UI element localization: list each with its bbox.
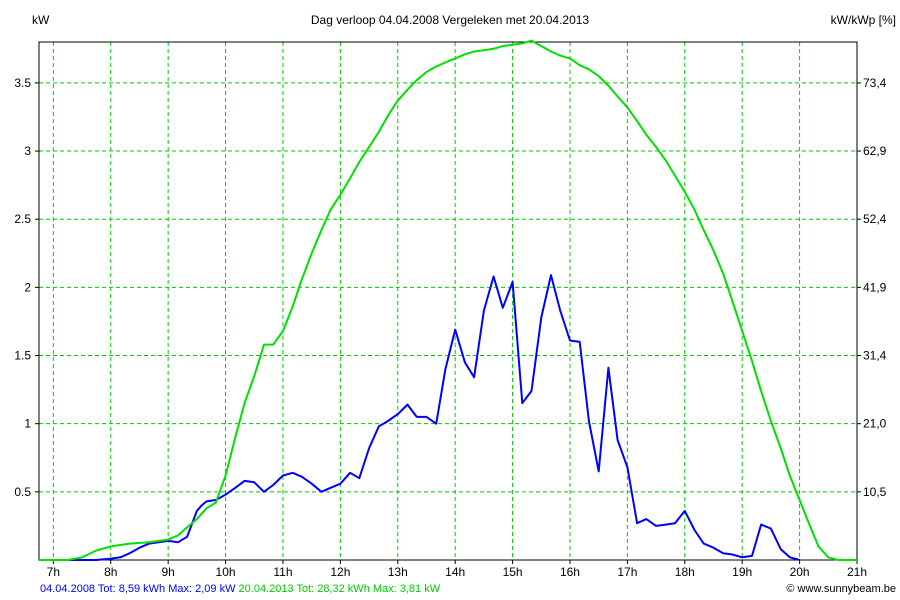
grid-lines (35, 42, 861, 564)
x-tick-label-5: 12h (330, 565, 350, 579)
left-axis-unit: kW (32, 13, 50, 27)
x-tick-label-11: 18h (675, 565, 695, 579)
series-line-0 (67, 274, 800, 561)
x-tick-label-6: 13h (388, 565, 408, 579)
y-tick-label-left-5: 3 (24, 144, 31, 158)
x-tick-label-1: 8h (104, 565, 117, 579)
y-tick-label-right-6: 73,4 (863, 76, 887, 90)
credit-text: © www.sunnybeam.be (786, 583, 896, 595)
y-tick-label-right-3: 41,9 (863, 280, 887, 294)
left-tick-labels: 0.5 1 1.5 2 2.5 3 3.5 (14, 76, 31, 499)
y-tick-label-right-2: 31,4 (863, 349, 887, 363)
y-tick-label-left-0: 0.5 (14, 485, 31, 499)
legend-footer: 04.04.2008 Tot: 8,59 kWh Max: 2,09 kW 20… (40, 583, 440, 595)
x-tick-label-14: 21h (847, 565, 867, 579)
x-tick-labels: 7h 8h 9h 10h 11h 12h 13h 14h 15h 16h 17h 18h 19h 20h 2… (47, 565, 867, 579)
series-lines (39, 39, 857, 561)
y-tick-label-right-5: 62,9 (863, 144, 887, 158)
y-tick-label-right-0: 10,5 (863, 485, 887, 499)
x-tick-label-2: 9h (161, 565, 174, 579)
x-tick-label-3: 10h (216, 565, 236, 579)
right-axis-unit: kW/kWp [%] (831, 13, 896, 27)
x-tick-label-10: 17h (617, 565, 637, 579)
y-tick-label-left-2: 1.5 (14, 349, 31, 363)
x-tick-label-9: 16h (560, 565, 580, 579)
y-tick-label-left-3: 2 (24, 280, 31, 294)
x-tick-label-8: 15h (503, 565, 523, 579)
right-tick-labels: 10,5 21,0 31,4 41,9 52,4 62,9 73,4 (863, 76, 887, 499)
y-tick-label-right-4: 52,4 (863, 212, 887, 226)
x-tick-label-0: 7h (47, 565, 60, 579)
y-tick-label-left-4: 2.5 (14, 212, 31, 226)
chart-title: Dag verloop 04.04.2008 Vergeleken met 20… (311, 13, 590, 27)
x-tick-label-13: 20h (790, 565, 810, 579)
y-tick-label-right-1: 21,0 (863, 417, 887, 431)
legend-2008: 04.04.2008 Tot: 8,59 kWh Max: 2,09 kW (40, 583, 236, 595)
y-tick-label-left-6: 3.5 (14, 76, 31, 90)
series-line-1 (39, 39, 857, 561)
plot-frame (38, 41, 858, 561)
y-tick-label-left-1: 1 (24, 417, 31, 431)
x-tick-label-7: 14h (445, 565, 465, 579)
legend-2013: 20.04.2013 Tot: 28,32 kWh Max: 3,81 kW (238, 583, 441, 595)
x-tick-label-4: 11h (273, 565, 292, 579)
x-tick-label-12: 19h (732, 565, 752, 579)
